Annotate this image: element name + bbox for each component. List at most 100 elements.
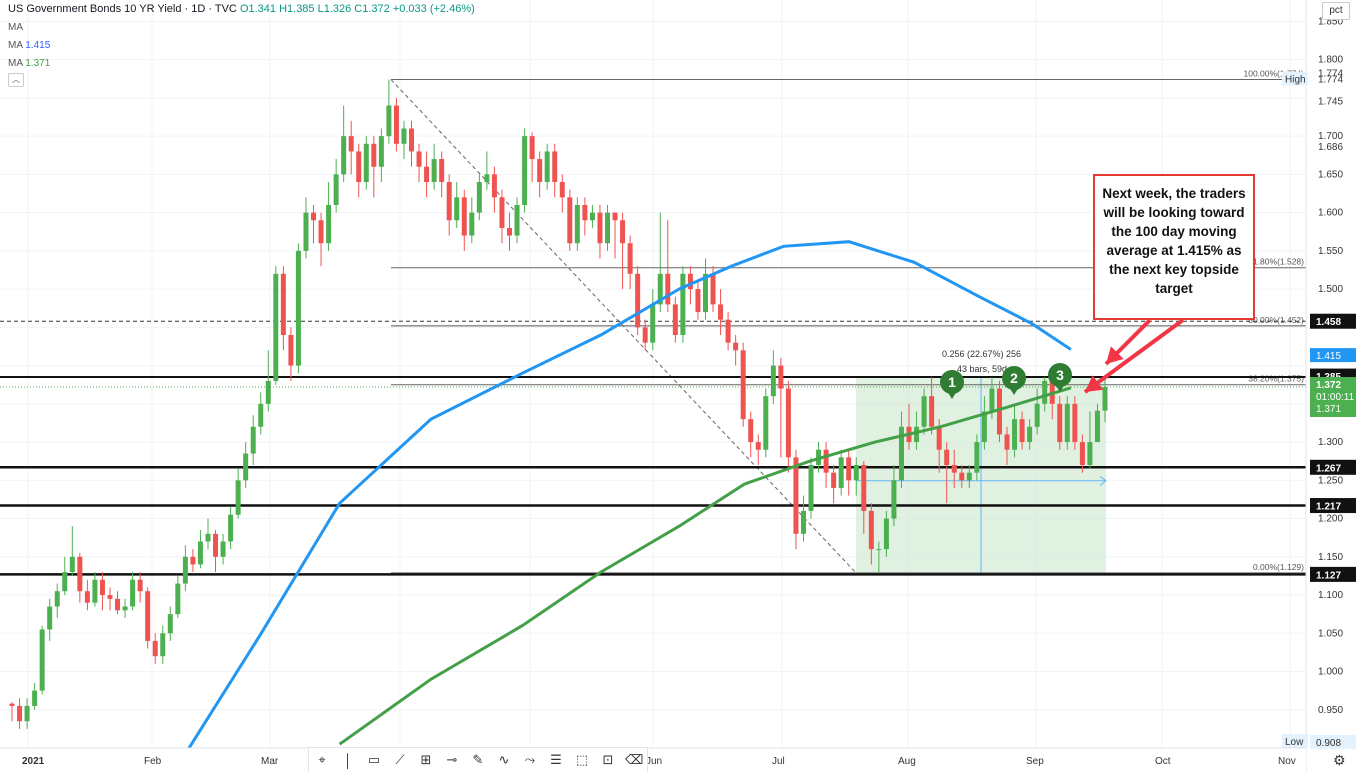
candle-body bbox=[363, 143, 369, 183]
candle-body bbox=[17, 705, 23, 722]
price-badge-label: 1.458 bbox=[1316, 317, 1341, 328]
candle-body bbox=[650, 304, 656, 343]
candle-body bbox=[748, 419, 754, 443]
pen-icon[interactable]: ✎ bbox=[472, 752, 484, 767]
candle-body bbox=[740, 350, 746, 420]
vertical-line-icon[interactable]: │ bbox=[343, 752, 353, 768]
candle-body bbox=[235, 480, 241, 515]
frame-icon[interactable]: ⬚ bbox=[575, 752, 589, 767]
low-tag bbox=[1282, 733, 1308, 748]
crosshair-box-icon[interactable]: ⊞ bbox=[420, 752, 432, 767]
y-tick-label: 1.250 bbox=[1318, 475, 1343, 486]
candle-body bbox=[152, 640, 158, 657]
candle-body bbox=[514, 204, 520, 236]
candle-body bbox=[898, 426, 904, 481]
candle-body bbox=[409, 128, 415, 152]
high-tag bbox=[1282, 71, 1308, 86]
marker-pin bbox=[1055, 384, 1065, 392]
trend-line-icon[interactable]: ⟋ bbox=[395, 752, 405, 767]
rectangle-icon[interactable]: ▭ bbox=[367, 752, 381, 767]
marker-label: 3 bbox=[1056, 367, 1064, 383]
ma-label: MA bbox=[8, 58, 23, 69]
x-tick-label: Aug bbox=[898, 756, 916, 767]
candle-body bbox=[718, 304, 724, 320]
y-tick-label: 1.150 bbox=[1318, 552, 1343, 563]
marker-pin bbox=[947, 391, 957, 399]
ma-row-2[interactable]: MA 1.415 bbox=[8, 40, 50, 51]
candle-body bbox=[823, 449, 829, 473]
candle-body bbox=[597, 212, 603, 244]
scale-unit-button[interactable]: pct bbox=[1322, 2, 1350, 20]
fib-label: 0.00%(1.129) bbox=[1253, 562, 1304, 572]
candle-body bbox=[1094, 410, 1100, 443]
candlesticks bbox=[9, 79, 1108, 729]
candle-body bbox=[936, 426, 942, 450]
ma100-value: 1.415 bbox=[25, 40, 51, 51]
last-price-value: 1.372 bbox=[1316, 380, 1341, 391]
ma-label: MA bbox=[8, 40, 23, 51]
candle-body bbox=[92, 579, 98, 603]
candle-body bbox=[122, 606, 128, 611]
gear-icon[interactable]: ⚙ bbox=[1333, 752, 1346, 768]
candle-body bbox=[137, 579, 143, 592]
ma-label: MA bbox=[8, 22, 23, 33]
candle-body bbox=[522, 136, 528, 205]
ma200-line bbox=[338, 386, 1072, 746]
candle-body bbox=[793, 457, 799, 534]
low-value: 0.908 bbox=[1316, 738, 1341, 749]
candle-body bbox=[574, 204, 580, 244]
price-badge-label: 1.267 bbox=[1316, 463, 1341, 474]
candle-body bbox=[552, 151, 558, 183]
candle-body bbox=[469, 212, 475, 236]
arrow-shaft bbox=[1083, 318, 1185, 394]
candle-body bbox=[499, 197, 505, 228]
candle-body bbox=[846, 457, 852, 481]
candle-body bbox=[529, 136, 535, 160]
ma200-axis-value: 1.371 bbox=[1316, 404, 1341, 415]
y-tick-label: 1.600 bbox=[1318, 208, 1343, 219]
y-tick-label: 1.500 bbox=[1318, 284, 1343, 295]
candle-body bbox=[190, 556, 196, 565]
candle-body bbox=[228, 514, 234, 542]
candle-body bbox=[868, 510, 874, 550]
y-tick-label: 1.800 bbox=[1318, 55, 1343, 66]
candle-body bbox=[9, 703, 15, 706]
eraser-icon[interactable]: ⌫ bbox=[625, 752, 644, 767]
candle-body bbox=[507, 227, 513, 236]
candle-body bbox=[1019, 419, 1025, 443]
candle-body bbox=[348, 136, 354, 152]
path-icon[interactable]: ⤳ bbox=[524, 752, 536, 767]
measure-icon[interactable]: ⊡ bbox=[602, 752, 614, 767]
candle-body bbox=[476, 182, 482, 213]
cursor-icon[interactable]: ⌖ bbox=[318, 752, 326, 767]
candle-body bbox=[1004, 434, 1010, 450]
candle-body bbox=[770, 365, 776, 397]
chart-title-row: US Government Bonds 10 YR Yield · 1D · T… bbox=[8, 3, 475, 15]
x-tick-label: Feb bbox=[144, 756, 162, 767]
ma-row-1[interactable]: MA bbox=[8, 22, 23, 33]
candle-body bbox=[831, 472, 837, 488]
candle-body bbox=[883, 518, 889, 550]
candle-body bbox=[996, 388, 1002, 435]
y-tick-label: 1.850 bbox=[1318, 16, 1343, 27]
y-tick-label: 1.550 bbox=[1318, 246, 1343, 257]
x-tick-label: Jul bbox=[772, 756, 785, 767]
candle-body bbox=[446, 182, 452, 221]
ma200-value: 1.371 bbox=[25, 58, 51, 69]
candle-body bbox=[295, 250, 301, 366]
ma-row-3[interactable]: MA 1.371 bbox=[8, 58, 50, 69]
chevron-up-icon[interactable]: ︿ bbox=[8, 73, 24, 87]
candle-body bbox=[243, 453, 249, 481]
candle-body bbox=[311, 212, 317, 221]
candle-body bbox=[288, 334, 294, 366]
measure-arrowhead bbox=[1099, 475, 1107, 486]
brush-icon[interactable]: ∿ bbox=[498, 752, 510, 767]
candle-body bbox=[981, 411, 987, 443]
fib-icon[interactable]: ☰ bbox=[550, 752, 562, 767]
candle-body bbox=[559, 182, 565, 198]
candle-body bbox=[665, 273, 671, 305]
candle-body bbox=[687, 273, 693, 290]
horizontal-ray-icon[interactable]: ⊸ bbox=[446, 752, 458, 767]
candle-body bbox=[77, 556, 83, 592]
